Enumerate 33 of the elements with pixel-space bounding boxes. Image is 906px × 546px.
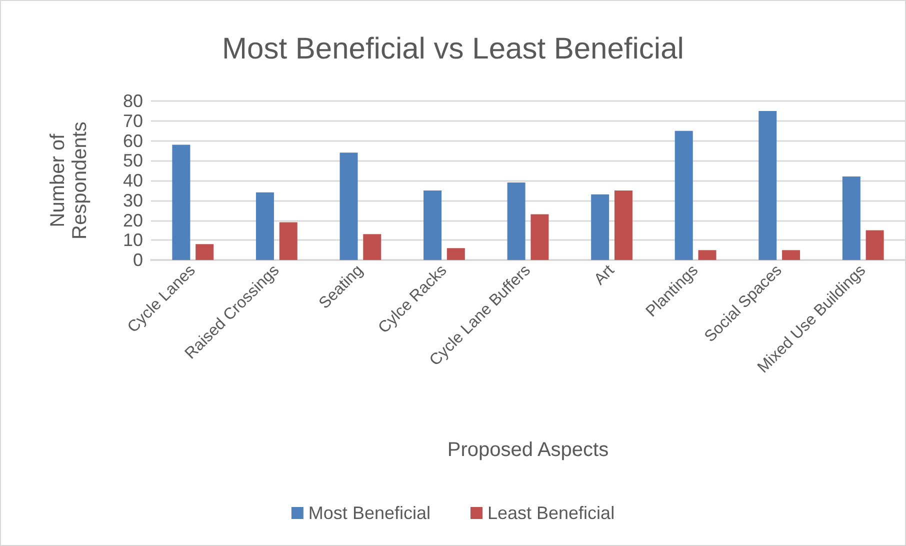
- chart-title: Most Beneficial vs Least Beneficial: [222, 32, 684, 66]
- y-tick-label: 70: [122, 110, 143, 131]
- bar: [698, 250, 716, 260]
- bar: [363, 234, 382, 260]
- bar: [172, 144, 190, 260]
- bar: [446, 248, 465, 260]
- bar: [591, 194, 610, 260]
- bar: [507, 182, 526, 260]
- bar: [782, 250, 800, 260]
- y-tick-label: 20: [122, 210, 143, 230]
- bar: [424, 190, 442, 260]
- y-tick-label: 40: [122, 170, 143, 190]
- x-axis-title: Proposed Aspects: [447, 439, 609, 461]
- bar: [842, 176, 860, 260]
- y-tick-label: 10: [122, 230, 143, 250]
- bar: [256, 192, 274, 260]
- y-tick-label: 60: [122, 130, 143, 151]
- y-tick-label: 80: [122, 91, 143, 111]
- y-axis-title: Number of Respondents: [47, 122, 91, 240]
- bar: [674, 130, 693, 260]
- x-tick-label: Art: [591, 262, 618, 288]
- bar: [758, 110, 777, 260]
- bar: [196, 244, 214, 260]
- bar: [340, 152, 358, 260]
- legend-label: Most Beneficial: [308, 503, 430, 523]
- legend-label: Least Beneficial: [487, 503, 615, 523]
- bar: [866, 230, 884, 260]
- y-tick-label: 30: [122, 190, 143, 210]
- bar: [614, 190, 632, 260]
- y-tick-label: 0: [132, 250, 143, 270]
- bar: [530, 214, 549, 260]
- y-tick-label: 50: [122, 150, 143, 171]
- bar: [279, 222, 298, 260]
